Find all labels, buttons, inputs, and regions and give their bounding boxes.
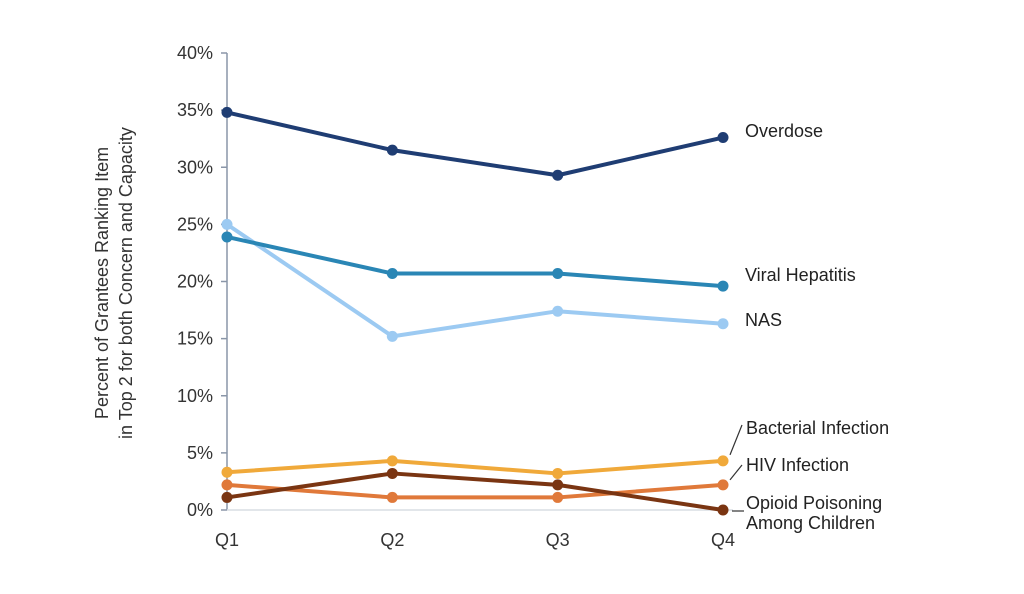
- data-point: [221, 491, 233, 503]
- series-label: NAS: [745, 310, 782, 330]
- series-bacterial-infection: [221, 455, 729, 479]
- leader-line: [729, 424, 743, 456]
- series-label: Opioid Poisoning: [746, 493, 882, 513]
- y-tick-label: 10%: [177, 386, 213, 406]
- data-point: [221, 218, 233, 230]
- series-group: [221, 106, 729, 516]
- y-axis-title-line-2: in Top 2 for both Concern and Capacity: [116, 127, 136, 439]
- data-point: [552, 305, 564, 317]
- series-label: Among Children: [746, 513, 875, 533]
- data-point: [386, 330, 398, 342]
- y-tick-label: 25%: [177, 214, 213, 234]
- series-line: [225, 234, 725, 289]
- data-point: [552, 169, 564, 181]
- y-tick-label: 20%: [177, 272, 213, 292]
- y-tick-label: 40%: [177, 43, 213, 63]
- x-tick-label: Q1: [215, 530, 239, 550]
- data-point: [717, 318, 729, 330]
- data-point: [717, 455, 729, 467]
- series-hiv-infection: [221, 479, 729, 503]
- series-line: [225, 222, 725, 339]
- leader-line: [729, 464, 743, 481]
- data-point: [552, 491, 564, 503]
- series-line: [225, 482, 725, 500]
- series-labels: Overdose Viral Hepatitis NAS Bacterial Infe…: [729, 121, 889, 533]
- series-label: Bacterial Infection: [746, 418, 889, 438]
- data-point: [717, 132, 729, 144]
- y-tick-label: 0%: [187, 500, 213, 520]
- data-point: [717, 479, 729, 491]
- series-nas: [221, 218, 729, 342]
- data-point: [221, 231, 233, 243]
- x-tick-label: Q4: [711, 530, 735, 550]
- series-line: [225, 471, 725, 512]
- y-tick-label: 30%: [177, 157, 213, 177]
- series-opioid-poisoning-among-children: [221, 467, 729, 516]
- data-point: [552, 467, 564, 479]
- series-label: HIV Infection: [746, 455, 849, 475]
- data-point: [717, 280, 729, 292]
- data-point: [552, 479, 564, 491]
- series-overdose: [221, 106, 729, 181]
- x-tick-label: Q2: [380, 530, 404, 550]
- x-tick-label: Q3: [546, 530, 570, 550]
- data-point: [221, 106, 233, 118]
- data-point: [386, 144, 398, 156]
- data-point: [386, 467, 398, 479]
- data-point: [221, 466, 233, 478]
- y-tick-label: 35%: [177, 100, 213, 120]
- axes: 0% 5% 10% 15% 20% 25% 30% 35% 40% Q1 Q2 Q3 Q4: [177, 43, 735, 550]
- series-label: Overdose: [745, 121, 823, 141]
- data-point: [386, 455, 398, 467]
- y-tick-label: 5%: [187, 443, 213, 463]
- y-tick-label: 15%: [177, 329, 213, 349]
- data-point: [386, 491, 398, 503]
- data-point: [221, 479, 233, 491]
- series-line: [225, 458, 725, 476]
- series-label: Viral Hepatitis: [745, 265, 856, 285]
- data-point: [717, 504, 729, 516]
- series-line: [225, 110, 725, 178]
- series-viral-hepatitis: [221, 231, 729, 292]
- y-axis-title: Percent of Grantees Ranking Item in Top …: [92, 127, 136, 439]
- data-point: [552, 268, 564, 280]
- data-point: [386, 268, 398, 280]
- y-axis-title-line-1: Percent of Grantees Ranking Item: [92, 147, 112, 419]
